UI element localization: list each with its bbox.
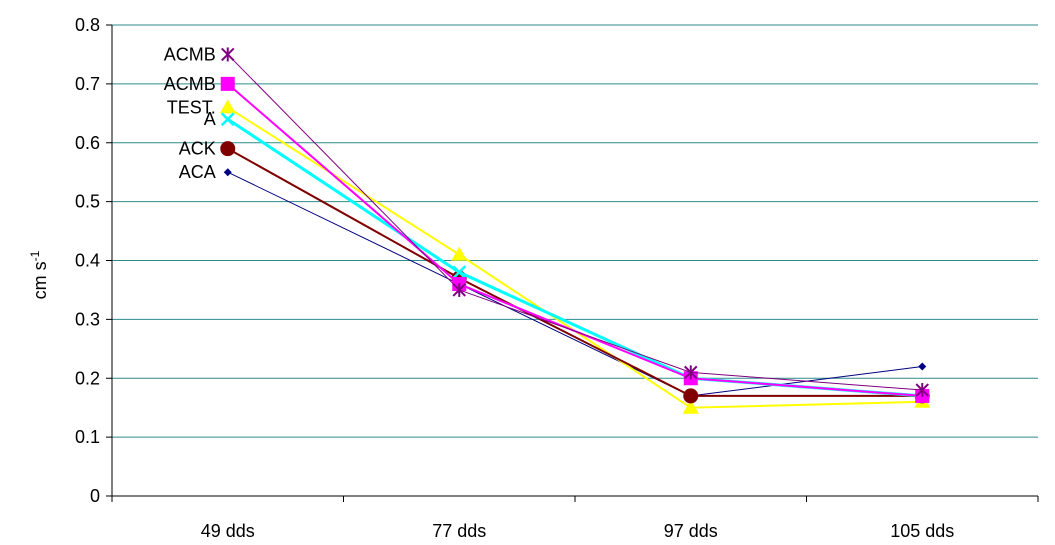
series-line-group	[219, 99, 931, 414]
y-axis-label-superscript: -1	[28, 250, 42, 261]
series-line	[227, 147, 923, 397]
x-tick-label: 77 dds	[432, 521, 486, 541]
y-axis-label: cm s-1	[28, 250, 50, 299]
y-tick-label: 0.5	[75, 192, 100, 212]
data-point-marker	[220, 76, 235, 91]
series-labels: ACMB ACMB TEST.A ACK ACA	[164, 44, 216, 182]
y-tick-label: 0.4	[75, 251, 100, 271]
data-point-marker	[452, 265, 467, 280]
marker-stroke	[220, 112, 235, 127]
series-group	[219, 47, 931, 414]
series-line-group	[220, 141, 930, 404]
series-annotation-label: A	[204, 109, 216, 129]
y-tick-label: 0	[90, 486, 100, 506]
data-point-marker	[220, 141, 236, 157]
series-annotation-label: TEST.	[167, 97, 216, 117]
series-line	[227, 171, 923, 397]
series-annotation-label: ACK	[179, 139, 216, 159]
y-tick-label: 0.7	[75, 74, 100, 94]
data-point-marker	[221, 47, 235, 62]
data-point-marker	[683, 388, 699, 404]
data-point-marker	[682, 399, 699, 414]
data-point-marker	[918, 362, 927, 371]
data-point-marker	[915, 383, 929, 398]
series-line-group	[221, 47, 929, 398]
series-line	[227, 83, 923, 397]
y-tick-label: 0.3	[75, 309, 100, 329]
data-point-marker	[452, 282, 466, 297]
axes	[106, 24, 1039, 502]
series-line-group	[220, 76, 930, 403]
y-tick-label: 0.2	[75, 368, 100, 388]
data-point-marker	[451, 246, 468, 261]
marker-stroke	[452, 265, 467, 280]
series-line-group	[223, 168, 927, 400]
data-point-marker	[220, 112, 235, 127]
data-point-marker	[223, 168, 232, 177]
data-point-marker	[219, 99, 236, 114]
series-annotation-label: ACMB	[164, 74, 216, 94]
x-tick-label: 105 dds	[890, 521, 954, 541]
x-tick-label: 49 dds	[201, 521, 255, 541]
y-tick-label: 0.8	[75, 15, 100, 35]
series-annotation-label: ACMB	[164, 44, 216, 64]
gridlines	[112, 24, 1038, 438]
series-line	[227, 54, 923, 391]
y-tick-label: 0.6	[75, 133, 100, 153]
tick-labels: 0 0.1 0.2 0.3 0.4 0.5 0.6 0.7 0.8 49 dds 77 dds 97 …	[75, 15, 954, 541]
y-tick-label: 0.1	[75, 427, 100, 447]
series-annotation-label: ACA	[179, 162, 216, 182]
x-tick-label: 97 dds	[664, 521, 718, 541]
series-line	[227, 106, 923, 409]
data-point-marker	[684, 365, 698, 380]
